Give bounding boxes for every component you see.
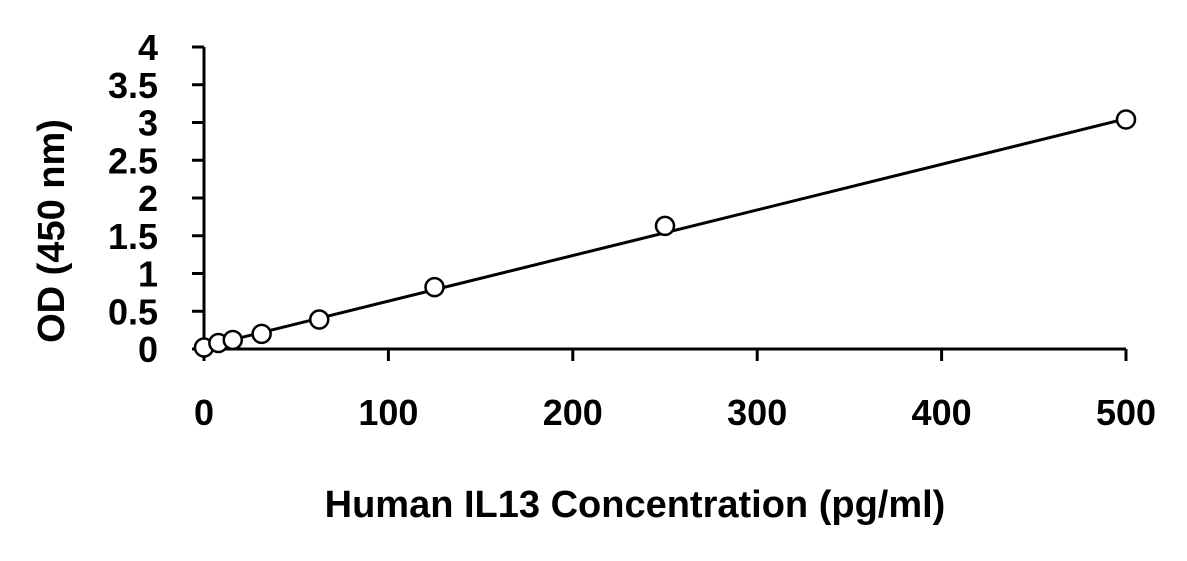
data-point xyxy=(424,276,445,298)
y-axis-ticks xyxy=(192,45,204,351)
y-tick-label: 2.5 xyxy=(108,140,158,181)
x-tick-label: 100 xyxy=(358,392,418,433)
data-point xyxy=(222,329,244,351)
x-tick-label: 200 xyxy=(543,392,603,433)
x-tick-label: 300 xyxy=(727,392,787,433)
x-axis-title: Human IL13 Concentration (pg/ml) xyxy=(325,484,946,526)
y-tick-label: 2 xyxy=(138,178,158,219)
x-tick-label: 500 xyxy=(1096,392,1156,433)
y-tick-label: 3 xyxy=(138,103,158,144)
y-tick-label: 3.5 xyxy=(108,65,158,106)
x-tick-label: 400 xyxy=(912,392,972,433)
data-point xyxy=(309,309,330,330)
y-tick-label: 0.5 xyxy=(108,291,158,332)
y-tick-label: 1.5 xyxy=(108,216,158,257)
y-tick-label: 1 xyxy=(138,254,158,295)
x-axis-ticks xyxy=(202,349,1128,361)
y-tick-label: 0 xyxy=(138,329,158,370)
y-axis-title: OD (450 nm) xyxy=(31,119,73,343)
y-axis-tick-labels: 00.511.522.533.54 xyxy=(108,27,158,370)
data-point xyxy=(1115,109,1137,130)
x-axis-tick-labels: 0 100 200 300 400 500 xyxy=(194,392,1156,433)
data-points xyxy=(193,109,1137,358)
x-tick-label: 0 xyxy=(194,392,214,433)
y-tick-label: 4 xyxy=(138,27,158,68)
data-point xyxy=(654,215,676,237)
data-point xyxy=(251,323,272,345)
